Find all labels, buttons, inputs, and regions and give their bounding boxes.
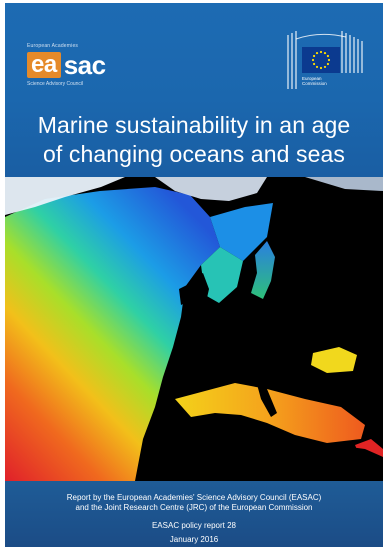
eu-star-icon bbox=[323, 65, 327, 69]
footer-line-authors: Report by the European Academies' Scienc… bbox=[66, 493, 322, 502]
cover-footer: Report by the European Academies' Scienc… bbox=[5, 481, 383, 547]
eu-star-icon bbox=[312, 54, 316, 58]
eu-star-icon bbox=[315, 51, 319, 55]
european-commission-logo: European Commission bbox=[280, 31, 368, 91]
easac-wordmark: ea sac bbox=[27, 52, 106, 78]
sea-temperature-map bbox=[5, 177, 383, 481]
britain-land-shape bbox=[187, 273, 209, 317]
italy-land-shape bbox=[255, 377, 277, 417]
ireland-land-shape bbox=[179, 285, 189, 305]
ec-building-icon bbox=[287, 31, 363, 89]
eu-star-icon bbox=[326, 54, 330, 58]
footer-line-authors-2: and the Joint Research Centre (JRC) of t… bbox=[75, 503, 313, 512]
easac-logo-top-text: European Academies bbox=[27, 43, 79, 49]
north-sea-shape bbox=[201, 247, 243, 303]
eu-star-icon bbox=[319, 50, 323, 54]
barents-ice-shape bbox=[305, 177, 383, 191]
eu-star-icon bbox=[312, 62, 316, 66]
norwegian-sea-shape bbox=[210, 203, 273, 261]
ec-logo-text-line2: Commission bbox=[302, 81, 327, 86]
easac-logo-bottom-text: Science Advisory Council bbox=[27, 81, 84, 87]
eu-star-icon bbox=[323, 51, 327, 55]
ec-logo-text: European Commission bbox=[302, 76, 327, 86]
report-title: Marine sustainability in an age of chang… bbox=[5, 111, 383, 169]
eu-star-icon bbox=[319, 66, 323, 70]
greenland-ice-shape bbox=[155, 177, 267, 201]
footer-line-date: January 2016 bbox=[169, 535, 219, 544]
north-africa-land-shape bbox=[145, 425, 383, 481]
ec-logo-text-line1: European bbox=[302, 76, 322, 81]
eu-star-icon bbox=[311, 58, 315, 62]
report-title-line1: Marine sustainability in an age bbox=[37, 112, 351, 138]
eu-flag-icon bbox=[302, 47, 340, 73]
eu-star-icon bbox=[327, 58, 331, 62]
iberia-land-shape bbox=[181, 337, 223, 391]
footer-line-report-number: EASAC policy report 28 bbox=[151, 521, 237, 530]
atlantic-ocean-shape bbox=[5, 187, 220, 481]
eu-star-icon bbox=[315, 65, 319, 69]
easac-logo: European Academies ea sac Science Adviso… bbox=[23, 43, 133, 91]
arctic-ice-shape bbox=[5, 177, 125, 215]
easac-wordmark-sac: sac bbox=[63, 50, 106, 80]
report-cover: European Academies ea sac Science Adviso… bbox=[5, 3, 383, 547]
cover-header: European Academies ea sac Science Adviso… bbox=[5, 3, 383, 177]
report-title-line2: of changing oceans and seas bbox=[43, 141, 345, 167]
baltic-sea-shape bbox=[251, 241, 275, 299]
eu-star-icon bbox=[326, 62, 330, 66]
black-sea-shape bbox=[311, 347, 357, 373]
eu-stars-icon bbox=[311, 50, 331, 70]
easac-wordmark-ea: ea bbox=[27, 52, 61, 78]
